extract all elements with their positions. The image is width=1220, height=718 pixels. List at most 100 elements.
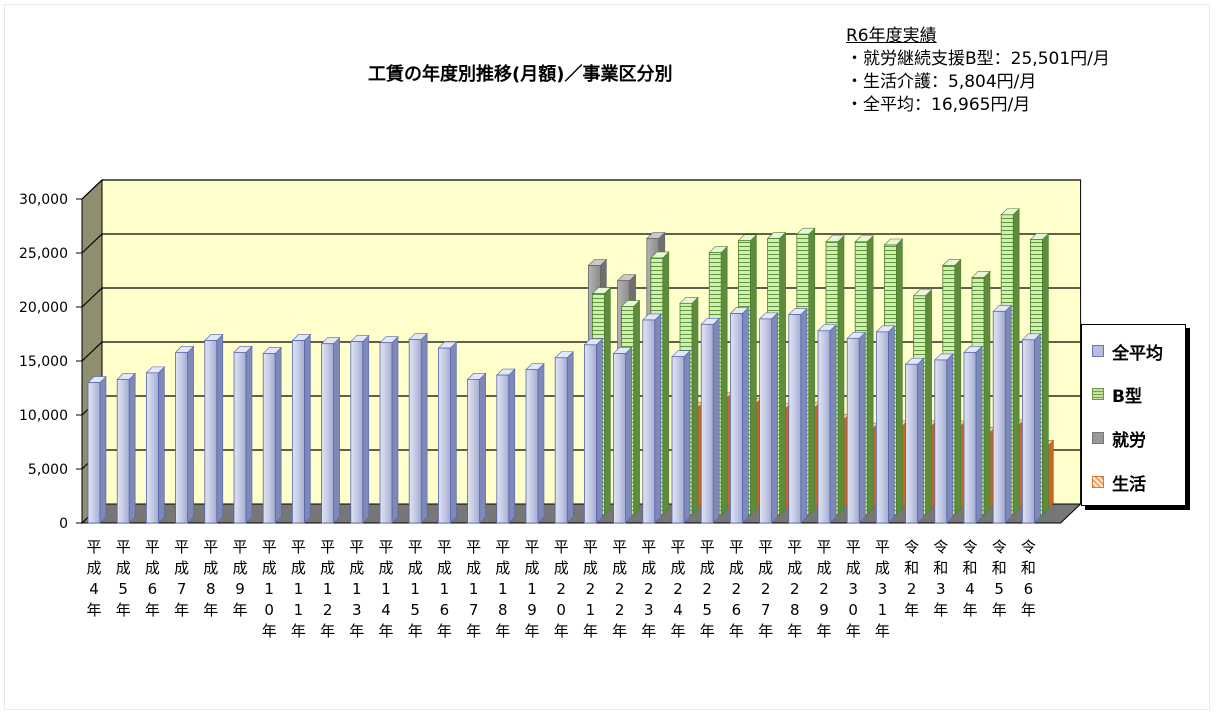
bar-b-type-side	[1042, 232, 1049, 516]
bar-average-front	[321, 343, 335, 524]
x-tick-char: 成	[262, 559, 277, 577]
bar-average-side	[537, 362, 545, 524]
bar-average-front	[437, 347, 451, 524]
legend: 全平均 B型 就労 生活	[1081, 324, 1186, 506]
x-tick-char: 年	[729, 622, 744, 640]
x-tick-label: 令和 5 年	[992, 538, 1007, 619]
y-tick-label: 25,000	[19, 246, 68, 262]
x-tick-char: 平	[758, 538, 773, 556]
bar-b-type-side	[837, 235, 845, 516]
x-tick-char: 令	[904, 538, 919, 556]
x-tick-char: 平	[291, 538, 306, 556]
bar-b-type-side	[750, 233, 757, 516]
bar-average-side	[128, 372, 136, 524]
x-tick-label: 平成 2 4 年	[670, 538, 685, 640]
x-tick-label: 平成 1 7 年	[466, 538, 481, 640]
x-tick-char: 年	[846, 622, 861, 640]
bar-average	[583, 338, 604, 524]
bar-average-side	[420, 332, 428, 524]
bar-b-type-side	[691, 296, 699, 516]
bar-average-side	[362, 334, 370, 524]
bar-average	[1021, 333, 1042, 524]
bar-average	[87, 375, 107, 524]
bar-average	[525, 362, 545, 524]
x-tick-char: 9	[235, 580, 245, 598]
x-tick-char: 平	[174, 538, 189, 556]
x-tick-char: 年	[86, 601, 101, 619]
x-tick-char: 2	[761, 580, 771, 598]
bar-average-front	[992, 310, 1006, 524]
bar-average-side	[304, 333, 311, 524]
x-tick-label: 令和 2 年	[904, 538, 919, 619]
x-tick-char: 8	[206, 580, 216, 598]
x-tick-label: 平成 1 3 年	[349, 538, 364, 640]
bar-average-side	[917, 357, 924, 524]
result-line-overall-average: ・全平均：16,965円/月	[846, 95, 1031, 115]
bar-average	[642, 313, 662, 524]
x-tick-char: 6	[440, 601, 450, 619]
bar-average-side	[742, 306, 749, 524]
x-tick-char: 平	[349, 538, 364, 556]
x-tick-char: 1	[878, 601, 888, 619]
x-tick-char: 平	[262, 538, 277, 556]
x-tick-char: 年	[875, 622, 890, 640]
x-tick-label: 平成 2 8 年	[787, 538, 802, 640]
x-tick-char: 成	[378, 559, 393, 577]
legend-item-work: 就労	[1092, 426, 1146, 451]
x-tick-label: 平成 1 8 年	[495, 538, 510, 640]
x-tick-char: 6	[148, 580, 158, 598]
x-tick-label: 平成 1 2 年	[320, 538, 335, 640]
x-tick-char: 年	[145, 601, 160, 619]
x-tick-label: 平成 2 7 年	[758, 538, 773, 640]
x-tick-char: 7	[177, 580, 187, 598]
x-tick-char: 年	[904, 601, 919, 619]
x-tick-char: 年	[116, 601, 131, 619]
x-tick-label: 平成 2 9 年	[816, 538, 831, 640]
bar-average	[963, 345, 983, 524]
x-tick-char: 年	[262, 622, 277, 640]
x-tick-char: 成	[145, 559, 160, 577]
x-tick-char: 2	[819, 580, 829, 598]
bar-average-front	[730, 313, 743, 524]
bar-average	[204, 333, 224, 524]
x-tick-char: 年	[291, 622, 306, 640]
bar-average	[320, 336, 341, 524]
bar-average	[496, 368, 516, 524]
x-tick-char: 5	[410, 601, 420, 619]
x-tick-char: 平	[495, 538, 510, 556]
x-tick-char: 成	[816, 559, 831, 577]
x-tick-label: 平成 2 5 年	[700, 538, 715, 640]
bar-average	[554, 351, 574, 524]
x-tick-char: 1	[410, 580, 420, 598]
bar-average-side	[274, 346, 282, 524]
x-tick-char: 成	[232, 559, 247, 577]
x-tick-char: 成	[86, 559, 101, 577]
bar-average	[846, 331, 866, 524]
x-tick-label: 平成 2 6 年	[729, 538, 744, 640]
x-tick-label: 平成 1 5 年	[408, 538, 423, 640]
bar-average-front	[613, 353, 626, 524]
bar-average-front	[846, 337, 860, 524]
bar-average-front	[788, 314, 802, 524]
bar-average-front	[467, 378, 481, 524]
bar-average-side	[858, 331, 866, 524]
x-tick-label: 令和 6 年	[1021, 538, 1036, 619]
x-tick-char: 2	[907, 580, 917, 598]
x-tick-char: 年	[232, 601, 247, 619]
x-tick-label: 平成 2 1 年	[583, 538, 598, 640]
x-tick-char: 3	[936, 580, 946, 598]
bar-average	[379, 335, 399, 524]
bar-b-type-side	[604, 286, 611, 516]
x-tick-char: 0	[264, 601, 274, 619]
bar-average-front	[817, 330, 831, 524]
x-tick-char: 平	[86, 538, 101, 556]
x-tick-label: 平成 6 年	[145, 538, 160, 619]
bar-average-side	[625, 346, 632, 524]
x-tick-char: 2	[615, 580, 625, 598]
bar-average	[233, 345, 253, 524]
x-tick-char: 年	[408, 622, 423, 640]
bar-average-side	[829, 324, 837, 524]
x-tick-char: 2	[702, 580, 712, 598]
x-tick-char: 和	[992, 559, 1007, 577]
x-tick-char: 年	[933, 601, 948, 619]
